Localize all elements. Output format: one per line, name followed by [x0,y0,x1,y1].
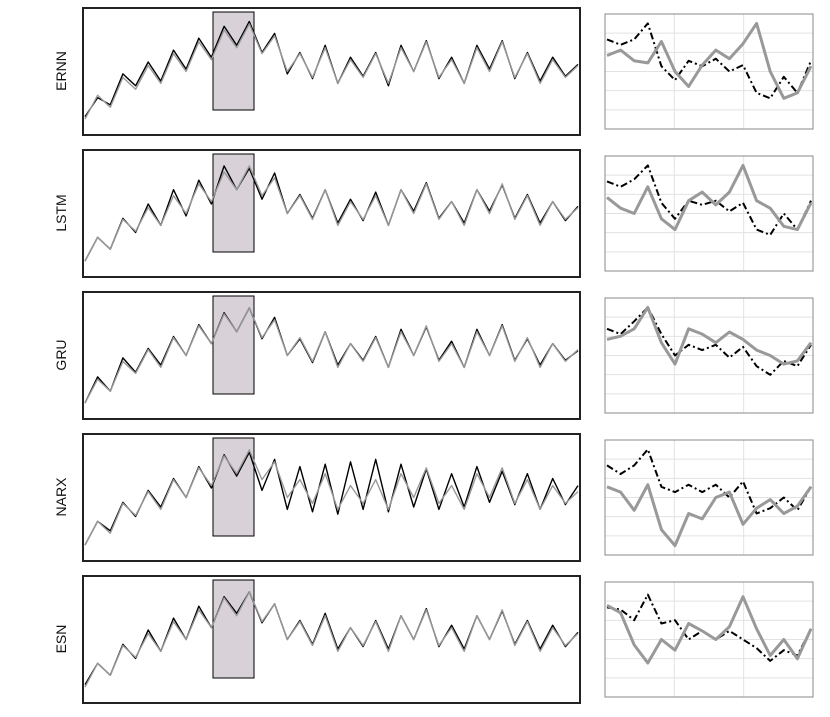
plot-frame [604,297,814,414]
series-line [606,595,813,665]
series-line [84,20,579,118]
series-line [606,163,813,232]
series-line [606,483,813,548]
y-axis-label: ESN [53,625,69,654]
plot-frame [604,439,814,556]
series-line [84,591,579,688]
y-axis-label: NARX [53,477,69,517]
plot-frame [604,13,814,130]
plot-frame [82,7,581,136]
plot-frame [604,155,814,272]
y-axis-label: ERNN [53,51,69,91]
series-line [606,164,812,236]
series-line [84,165,579,262]
series-line [606,21,813,100]
series-line [84,451,579,546]
series-line [84,307,579,404]
series-line [606,305,813,366]
plot-frame [82,575,581,704]
series-line [84,307,579,404]
y-axis-label: GRU [53,339,69,370]
y-axis-label: LSTM [53,194,69,231]
plot-frame [82,433,581,562]
zoom-region [212,437,255,537]
series-line [606,448,812,515]
series-line [84,23,579,120]
plot-frame [82,149,581,278]
plot-frame [604,581,814,698]
series-line [84,165,579,262]
series-line [84,449,579,546]
series-line [84,591,579,686]
plot-frame [82,291,581,420]
